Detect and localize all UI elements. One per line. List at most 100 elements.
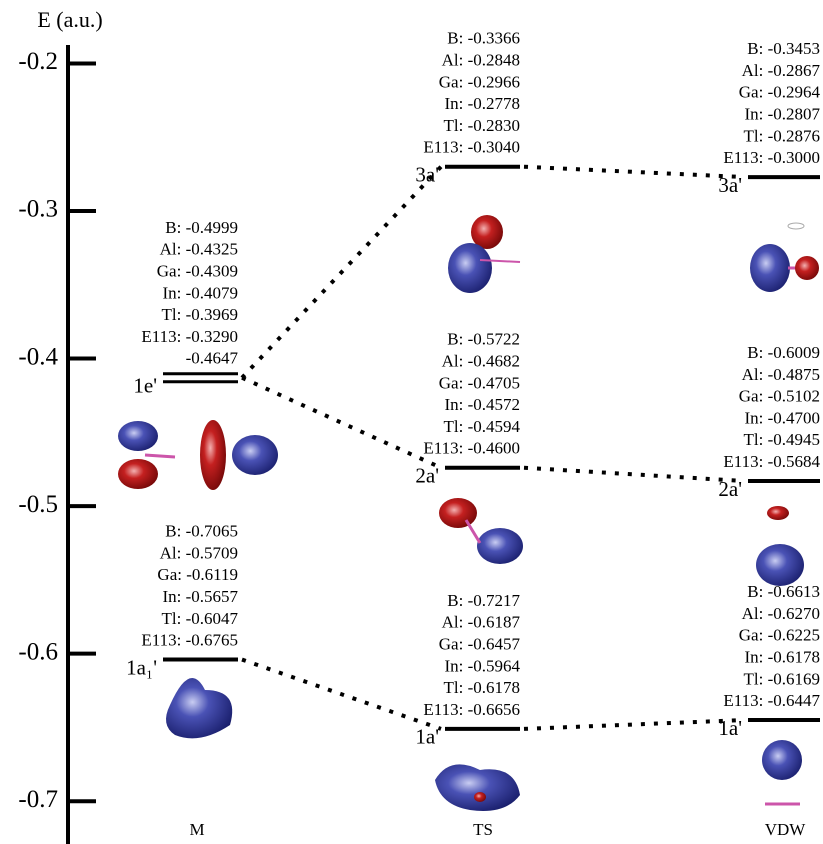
energy-value: -0.4875 [768,365,820,384]
energy-value: -0.2876 [768,126,820,145]
level-label: 2a' [415,464,439,488]
orbital-energy: Tl: -0.6047 [161,609,238,628]
element-label: B: [747,582,763,601]
orbital-energy: In: -0.4572 [444,395,520,414]
orbital-energy: B: -0.3366 [447,29,520,48]
element-label: In: [444,395,463,414]
energy-value: -0.2964 [768,83,821,102]
orbital-energy: Al: -0.4325 [160,240,238,259]
element-label: Al: [160,240,182,259]
orbital-energy: In: -0.2807 [744,104,820,123]
y-tick-label: -0.6 [18,638,58,665]
orbital [762,740,802,780]
orbital [448,243,492,293]
element-label: Tl: [743,430,763,449]
element-label: Ga: [739,83,764,102]
energy-value: -0.6765 [186,630,238,649]
correlation-line [524,720,744,729]
orbital-energy: Tl: -0.4594 [443,417,520,436]
bond [145,455,175,457]
orbital-energy: In: -0.6178 [744,647,820,666]
element-label: E113: [723,452,763,471]
element-label: Tl: [743,126,763,145]
energy-value: -0.7217 [468,591,521,610]
orbital-energy: B: -0.6009 [747,343,820,362]
orbital [474,792,486,802]
orbital [788,223,804,229]
orbital-energy: Al: -0.6270 [742,604,820,623]
orbital-energy: Ga: -0.4705 [439,373,520,392]
orbital-energy: Ga: -0.2964 [739,83,821,102]
orbital-energy: B: -0.6613 [747,582,820,601]
chart: E (a.u.) -0.2-0.3-0.4-0.5-0.6-0.7M1e'B: … [0,0,823,844]
energy-value: -0.6457 [468,634,521,653]
orbital-energy: E113: -0.4600 [423,439,520,458]
energy-value: -0.6187 [468,613,521,632]
element-label: Tl: [443,116,463,135]
element-label: E113: [723,691,763,710]
energy-value: -0.2848 [468,50,520,69]
element-label: Ga: [439,72,464,91]
element-label: In: [162,587,181,606]
element-label: B: [165,521,181,540]
orbital [232,435,278,475]
element-label: Ga: [739,387,764,406]
orbital-energy: In: -0.2778 [444,94,520,113]
orbital-energy: Al: -0.6187 [442,613,521,632]
orbital-energy: E113: -0.5684 [723,452,820,471]
column-name: TS [473,820,493,839]
energy-value: -0.4945 [768,430,820,449]
orbital-energy: Ga: -0.6225 [739,626,820,645]
energy-value: -0.6656 [468,700,520,719]
element-label: Tl: [443,678,463,697]
orbital-energy: Ga: -0.2966 [439,72,520,91]
orbital-energy: Ga: -0.4309 [157,261,238,280]
orbital-energy: B: -0.3453 [747,39,820,58]
energy-value: -0.6178 [468,678,520,697]
energy-value: -0.6119 [186,565,238,584]
element-label: E113: [141,327,181,346]
element-label: In: [444,94,463,113]
orbital-energy: E113: -0.6447 [723,691,820,710]
element-label: Al: [160,543,182,562]
orbital-energy: Tl: -0.6178 [443,678,520,697]
column-name: VDW [765,820,807,839]
element-label: In: [744,104,763,123]
energy-value: -0.3040 [468,138,520,157]
orbital-energy: B: -0.7217 [447,591,520,610]
column-name: M [189,820,204,839]
y-axis-label: E (a.u.) [37,7,102,32]
energy-value: -0.4705 [468,373,520,392]
element-label: In: [744,647,763,666]
energy-value: -0.4600 [468,439,520,458]
element-label: Ga: [439,634,464,653]
orbital-energy: Al: -0.5709 [160,543,238,562]
orbital-energy: In: -0.5657 [162,587,238,606]
element-label: E113: [423,138,463,157]
level-label: 3a' [415,163,439,187]
element-label: Ga: [439,373,464,392]
orbital-energy: Tl: -0.6169 [743,669,820,688]
energy-value: -0.5709 [186,543,238,562]
energy-value: -0.4309 [186,261,238,280]
element-label: B: [747,39,763,58]
energy-value: -0.6270 [768,604,820,623]
orbital [118,459,158,489]
orbital [477,528,523,564]
energy-value: -0.6009 [768,343,820,362]
energy-value: -0.3366 [468,29,520,48]
energy-value: -0.4700 [768,408,820,427]
energy-value: -0.4079 [186,283,238,302]
energy-value: -0.3453 [768,39,820,58]
element-label: B: [447,29,463,48]
element-label: Ga: [157,565,182,584]
energy-value: -0.4682 [468,351,520,370]
orbital-energy: E113: -0.3290 [141,327,238,346]
element-label: Tl: [743,669,763,688]
orbital-energy: In: -0.4700 [744,408,820,427]
element-label: B: [447,591,463,610]
orbital-energy: In: -0.5964 [444,656,520,675]
element-label: B: [447,330,463,349]
energy-value: -0.6613 [768,582,820,601]
element-label: In: [162,283,181,302]
